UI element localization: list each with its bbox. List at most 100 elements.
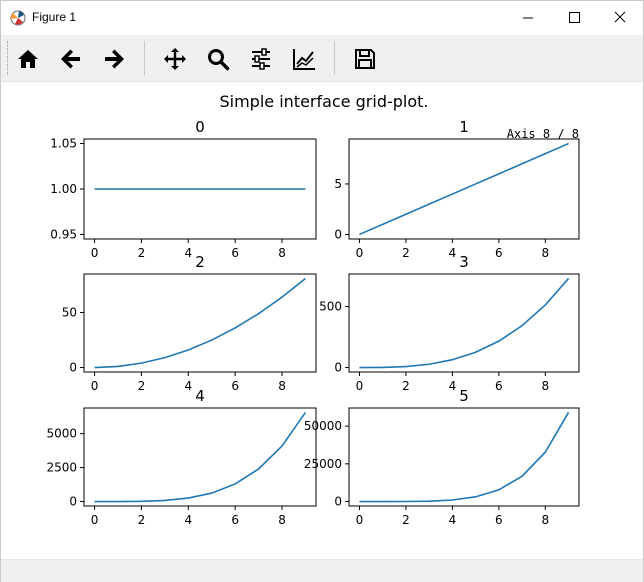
forward-arrow-icon	[105, 49, 124, 69]
pan-button[interactable]	[157, 41, 193, 77]
y-tick-label: 25000	[304, 457, 342, 471]
floppy-disk-icon	[355, 49, 375, 69]
y-tick-label: 2500	[46, 461, 77, 475]
y-tick-label: 0	[69, 495, 77, 509]
x-tick-label: 8	[541, 246, 549, 260]
magnifier-icon	[208, 49, 230, 71]
subplot-2: 2 0 2 4 6 8 0 50	[62, 253, 317, 393]
y-tick-label: 0	[334, 227, 342, 241]
y-tick-label: 5	[334, 177, 342, 191]
series-line	[359, 277, 570, 369]
x-tick-label: 8	[278, 379, 286, 393]
x-tick-label: 2	[138, 513, 146, 527]
y-tick-label: 0	[334, 361, 342, 375]
close-button[interactable]	[597, 1, 643, 35]
configure-subplots-button[interactable]	[243, 41, 279, 77]
zoom-button[interactable]	[200, 41, 236, 77]
edit-axis-button[interactable]	[286, 41, 322, 77]
x-tick-label: 0	[356, 513, 364, 527]
status-bar	[1, 559, 643, 582]
home-button[interactable]	[10, 41, 46, 77]
window-title: Figure 1	[32, 10, 77, 24]
x-tick-label: 2	[402, 379, 410, 393]
axes-frame	[83, 273, 317, 373]
line-chart-icon	[293, 49, 315, 70]
x-tick-label: 8	[278, 513, 286, 527]
axes-title: 4	[195, 387, 205, 405]
x-tick-label: 0	[91, 246, 99, 260]
back-button[interactable]	[53, 41, 89, 77]
move-icon	[164, 48, 186, 70]
toolbar-separator	[334, 41, 335, 75]
minimize-icon	[523, 17, 533, 19]
axes-frame	[83, 407, 317, 507]
subplot-0: 0 0 2 4 6 8 0.95 1.00 1.05	[50, 118, 317, 260]
x-tick-label: 4	[184, 513, 192, 527]
axes-frame	[348, 407, 580, 507]
minimize-button[interactable]	[505, 1, 551, 35]
x-tick-label: 4	[449, 246, 457, 260]
save-button[interactable]	[347, 41, 383, 77]
matplotlib-app-icon	[10, 10, 26, 26]
y-tick-label: 1.05	[50, 137, 77, 151]
axis-indicator: Axis 8 / 8	[507, 127, 579, 141]
x-tick-label: 2	[402, 246, 410, 260]
x-tick-label: 4	[449, 513, 457, 527]
y-tick-label: 1.00	[50, 182, 77, 196]
series-line	[94, 411, 307, 503]
maximize-button[interactable]	[551, 1, 597, 35]
x-tick-label: 4	[449, 379, 457, 393]
x-tick-label: 2	[138, 379, 146, 393]
x-tick-label: 8	[541, 379, 549, 393]
x-tick-label: 0	[356, 379, 364, 393]
x-tick-label: 6	[231, 379, 239, 393]
x-tick-label: 8	[541, 513, 549, 527]
x-tick-label: 8	[278, 246, 286, 260]
x-tick-label: 4	[184, 246, 192, 260]
sliders-icon	[252, 48, 270, 70]
x-tick-label: 0	[91, 513, 99, 527]
axes-title: 0	[195, 118, 205, 136]
subplot-4: 4 0 2 4 6 8 0 2500 5000	[46, 387, 317, 527]
series-line	[359, 142, 569, 236]
subplot-1: 1 0 2 4 6 8 0 5	[334, 118, 580, 260]
x-tick-label: 4	[184, 379, 192, 393]
x-tick-label: 6	[495, 513, 503, 527]
close-icon	[614, 11, 626, 23]
y-tick-label: 0	[334, 495, 342, 509]
x-tick-label: 6	[495, 379, 503, 393]
y-tick-label: 50	[62, 306, 77, 320]
axes-title: 5	[459, 387, 469, 405]
subplot-3: 3 0 2 4 6 8 0 500	[319, 253, 580, 393]
x-tick-label: 2	[138, 246, 146, 260]
x-tick-label: 0	[356, 246, 364, 260]
axes-frame	[348, 273, 580, 373]
toolbar-separator	[144, 41, 145, 75]
x-tick-label: 2	[402, 513, 410, 527]
figure-suptitle: Simple interface grid-plot.	[219, 92, 428, 111]
x-tick-label: 6	[231, 246, 239, 260]
figure-canvas[interactable]: Simple interface grid-plot. Axis 8 / 8 0…	[2, 82, 642, 560]
home-icon	[18, 50, 38, 68]
title-bar: Figure 1	[1, 1, 643, 35]
toolbar-grip[interactable]	[7, 41, 10, 75]
y-tick-label: 5000	[46, 427, 77, 441]
y-tick-label: 0.95	[50, 227, 77, 241]
back-arrow-icon	[61, 49, 80, 69]
y-tick-label: 50000	[304, 419, 342, 433]
axes-title: 2	[195, 253, 205, 271]
x-tick-label: 6	[231, 513, 239, 527]
x-tick-label: 0	[91, 379, 99, 393]
maximize-icon	[569, 12, 580, 23]
navigation-toolbar	[1, 35, 643, 82]
x-tick-label: 6	[495, 246, 503, 260]
axes-title: 1	[459, 118, 469, 136]
series-line	[94, 277, 306, 369]
series-line	[359, 412, 570, 503]
forward-button[interactable]	[96, 41, 132, 77]
y-tick-label: 500	[319, 299, 342, 313]
y-tick-label: 0	[69, 361, 77, 375]
subplot-5: 5 0 2 4 6 8 0 25000 50000	[304, 387, 580, 527]
